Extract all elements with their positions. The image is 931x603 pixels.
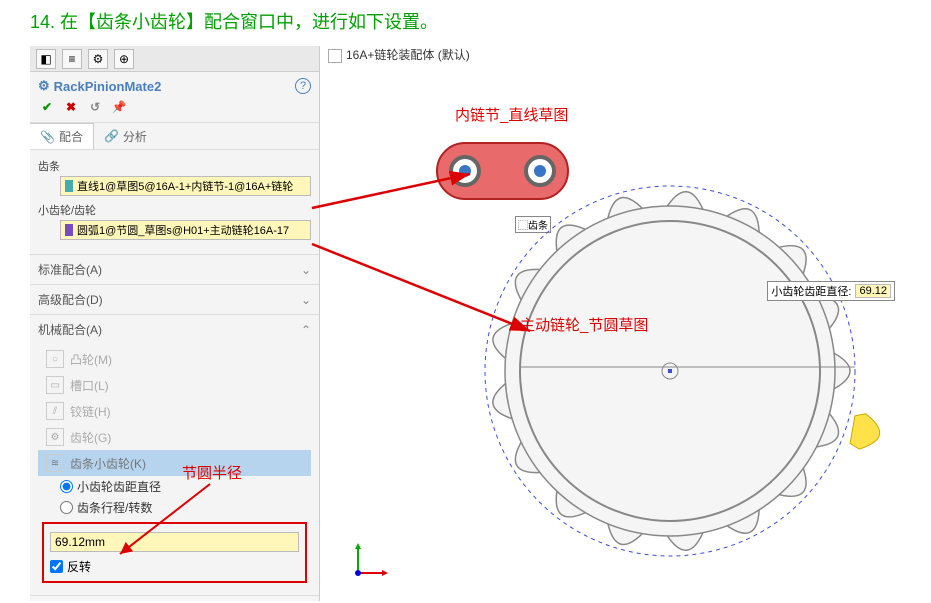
radio-pitch-diameter[interactable]: 小齿轮齿距直径 xyxy=(38,476,311,497)
step-caption: 14. 在【齿条小齿轮】配合窗口中，进行如下设置。 xyxy=(0,0,931,46)
assembly-icon xyxy=(328,49,342,63)
pm-tab-icon[interactable]: ◧ xyxy=(36,49,56,69)
tab-mate-label: 配合 xyxy=(59,128,83,145)
pm-tab-icon[interactable]: ⊕ xyxy=(114,49,134,69)
screenshot-area: ◧ ≡ ⚙ ⊕ ⚙ RackPinionMate2 ? ✔ ✖ ↺ 📌 xyxy=(30,46,900,601)
graphics-viewport[interactable]: 16A+链轮装配体 (默认) 内链节_直线草图 ⬚齿条 xyxy=(320,46,900,601)
highlighted-settings-box: 69.12mm 反转 xyxy=(42,522,307,583)
radio-travel-input[interactable] xyxy=(60,501,73,514)
rackpinion-icon: ⚙ xyxy=(38,78,50,94)
reverse-checkbox[interactable] xyxy=(50,560,63,573)
reverse-label: 反转 xyxy=(67,558,91,575)
tab-mate[interactable]: 📎 配合 xyxy=(30,123,94,149)
opt-hinge: ⫽铰链(H) xyxy=(38,398,311,424)
pin-button[interactable]: 📌 xyxy=(110,98,128,116)
clip-icon: 📎 xyxy=(40,130,55,144)
annotation-pitch-radius: 节圆半径 xyxy=(182,462,242,483)
dim-label: 小齿轮齿距直径: xyxy=(771,283,851,299)
slot-icon: ▭ xyxy=(46,376,64,394)
group-mech-label: 机械配合(A) xyxy=(38,321,102,338)
pm-tab-icon[interactable]: ⚙ xyxy=(88,49,108,69)
radio-pitch-input[interactable] xyxy=(60,480,73,493)
callout-link-sketch: 内链节_直线草图 xyxy=(455,104,568,125)
help-icon[interactable]: ? xyxy=(295,78,311,94)
callout-sprocket-sketch: 主动链轮_节圆草图 xyxy=(520,314,648,335)
cam-icon: ○ xyxy=(46,350,64,368)
breadcrumb[interactable]: 16A+链轮装配体 (默认) xyxy=(328,46,470,63)
reverse-row[interactable]: 反转 xyxy=(50,558,299,575)
chevron-down-icon xyxy=(301,263,311,277)
undo-button[interactable]: ↺ xyxy=(86,98,104,116)
pm-tab-icon[interactable]: ≡ xyxy=(62,49,82,69)
property-manager-panel: ◧ ≡ ⚙ ⊕ ⚙ RackPinionMate2 ? ✔ ✖ ↺ 📌 xyxy=(30,46,320,601)
group-mechanical-mates: 机械配合(A) ○凸轮(M) ▭槽口(L) ⫽铰链(H) ⚙齿轮(G) ≋齿条小… xyxy=(30,315,319,596)
radio-rack-travel[interactable]: 齿条行程/转数 xyxy=(38,497,311,518)
group-advanced-mates[interactable]: 高级配合(D) xyxy=(30,285,319,315)
opt-cam: ○凸轮(M) xyxy=(38,346,311,372)
chevron-up-icon xyxy=(301,323,311,337)
gear-icon: ⚙ xyxy=(46,428,64,446)
pitch-value-input[interactable]: 69.12mm xyxy=(50,532,299,552)
group-mech-header[interactable]: 机械配合(A) xyxy=(30,315,319,344)
opt-rackpinion[interactable]: ≋齿条小齿轮(K) xyxy=(38,450,311,476)
rack-selection-box[interactable]: 直线1@草图5@16A-1+内链节-1@16A+链轮 xyxy=(60,176,311,196)
opt-slot: ▭槽口(L) xyxy=(38,372,311,398)
tab-analysis-label: 分析 xyxy=(123,128,147,145)
pinion-label: 小齿轮/齿轮 xyxy=(38,202,311,218)
dim-value[interactable]: 69.12 xyxy=(855,284,891,298)
link-icon: 🔗 xyxy=(104,129,119,143)
opt-gear: ⚙齿轮(G) xyxy=(38,424,311,450)
chevron-down-icon xyxy=(301,293,311,307)
group-adv-label: 高级配合(D) xyxy=(38,291,103,308)
pitch-diameter-callout[interactable]: 小齿轮齿距直径: 69.12 xyxy=(767,281,895,301)
hinge-icon: ⫽ xyxy=(46,402,64,420)
feature-title: ⚙ RackPinionMate2 xyxy=(38,78,161,94)
cancel-button[interactable]: ✖ xyxy=(62,98,80,116)
group-mate-selection: 齿条 直线1@草图5@16A-1+内链节-1@16A+链轮 小齿轮/齿轮 圆弧1… xyxy=(30,150,319,255)
rack-label: 齿条 xyxy=(38,158,311,174)
group-standard-mates[interactable]: 标准配合(A) xyxy=(30,255,319,285)
group-std-label: 标准配合(A) xyxy=(38,261,102,278)
radio-pitch-label: 小齿轮齿距直径 xyxy=(77,478,161,495)
origin-triad-icon xyxy=(350,541,390,581)
confirm-row: ✔ ✖ ↺ 📌 xyxy=(30,96,319,123)
sprocket-graphic xyxy=(440,141,900,601)
ok-button[interactable]: ✔ xyxy=(38,98,56,116)
rackpinion-icon: ≋ xyxy=(46,454,64,472)
radio-travel-label: 齿条行程/转数 xyxy=(77,499,152,516)
feature-title-text: RackPinionMate2 xyxy=(54,79,162,94)
pm-top-toolbar: ◧ ≡ ⚙ ⊕ xyxy=(30,46,319,72)
pinion-selection-box[interactable]: 圆弧1@节圆_草图s@H01+主动链轮16A-17 xyxy=(60,220,311,240)
pm-tabs: 📎 配合 🔗 分析 xyxy=(30,123,319,150)
tab-analysis[interactable]: 🔗 分析 xyxy=(94,123,157,149)
